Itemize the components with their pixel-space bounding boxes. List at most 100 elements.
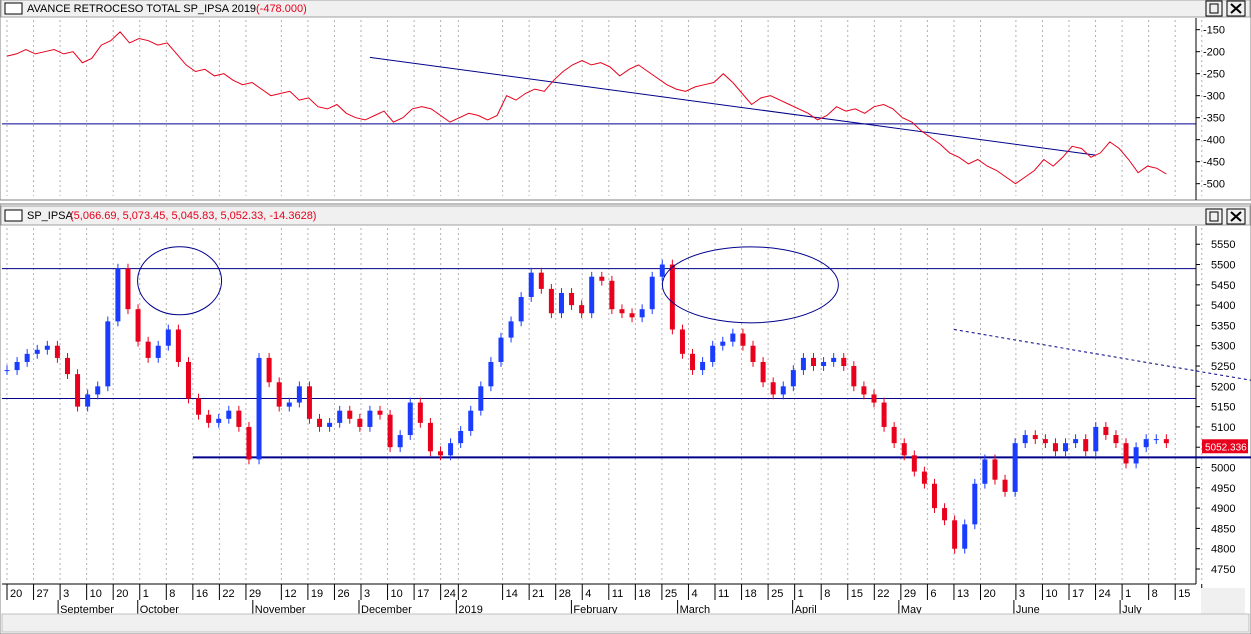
candle-body — [64, 357, 70, 375]
candle-body — [962, 524, 968, 549]
candle-body — [1042, 439, 1048, 444]
y-tick-label: 5300 — [1211, 341, 1235, 353]
candle-body — [1012, 443, 1018, 492]
candle-body — [196, 398, 202, 415]
x-tick-label: 28 — [559, 588, 571, 600]
x-tick-label: 19 — [311, 588, 323, 600]
candle-body — [1022, 435, 1028, 444]
x-tick-label: 22 — [877, 588, 889, 600]
candle-body — [669, 264, 675, 330]
top-panel-maximize-button[interactable] — [1205, 0, 1223, 17]
oscillator-plot: -150 -200 -250 -300 -350 -400 -450 -500 — [2, 20, 1225, 196]
candle-body — [1123, 443, 1129, 464]
x-tick-label: 29 — [249, 588, 261, 600]
month-label: March — [680, 604, 711, 616]
candle-body — [730, 333, 736, 342]
y-tick-label: 4750 — [1211, 564, 1235, 576]
y-tick-label: -200 — [1203, 47, 1225, 59]
month-label: July — [1122, 604, 1142, 616]
candle-body — [1143, 439, 1149, 448]
last-price-marker — [1202, 439, 1248, 454]
x-tick-label: 15 — [851, 588, 863, 600]
x-tick-label: 2 — [461, 588, 467, 600]
month-label: February — [573, 604, 618, 616]
main-panel-maximize-button[interactable] — [1205, 208, 1223, 225]
candle-body — [145, 341, 151, 358]
main-panel-close-button[interactable] — [1226, 208, 1246, 225]
top-panel-icon — [4, 2, 23, 15]
x-tick-label: 24 — [444, 588, 456, 600]
candle-body — [609, 280, 615, 310]
candle-body — [175, 329, 181, 362]
x-tick-label: 1 — [1125, 588, 1131, 600]
x-tick-label: 4 — [585, 588, 591, 600]
y-tick-label: 5200 — [1211, 381, 1235, 393]
candle-body — [579, 305, 585, 314]
candle-body — [135, 309, 141, 342]
x-tick-label: 18 — [638, 588, 650, 600]
candle-body — [236, 410, 242, 427]
candle-body — [861, 386, 867, 395]
candle-body — [437, 451, 443, 456]
candle-body — [599, 276, 605, 281]
candle-body — [246, 426, 252, 460]
candle-body — [266, 357, 272, 383]
candle-body — [871, 394, 877, 403]
candle-body — [1093, 426, 1099, 452]
x-tick-label: 24 — [1099, 588, 1111, 600]
x-tick-label: 8 — [169, 588, 175, 600]
candle-body — [458, 430, 464, 444]
candle-body — [518, 297, 524, 322]
horizontal-scrollbar[interactable] — [1, 613, 1250, 633]
highlight-ellipse — [661, 246, 839, 324]
candle-body — [589, 276, 595, 314]
candle-body — [1002, 479, 1008, 492]
y-tick-label: -400 — [1203, 135, 1225, 147]
x-tick-label: 25 — [771, 588, 783, 600]
candle-body — [155, 345, 161, 358]
y-tick-label: 5250 — [1211, 361, 1235, 373]
y-tick-label: -300 — [1203, 91, 1225, 103]
candle-body — [972, 483, 978, 525]
x-tick-label: 3 — [63, 588, 69, 600]
candle-body — [34, 349, 40, 354]
candle-body — [1133, 447, 1139, 464]
candle-body — [911, 455, 917, 472]
candle-body — [1063, 443, 1069, 452]
x-tick-label: 12 — [284, 588, 296, 600]
candle-body — [569, 292, 575, 306]
candle-body — [921, 471, 927, 484]
top-panel-value: (-478.000) — [256, 3, 307, 15]
candle-body — [800, 357, 806, 371]
candle-body — [881, 402, 887, 427]
top-panel-close-button[interactable] — [1226, 0, 1246, 17]
y-tick-label: 4950 — [1211, 483, 1235, 495]
candle-body — [44, 345, 50, 350]
candle-body — [296, 386, 302, 403]
candle-body — [165, 329, 171, 346]
advance-decline-line — [6, 31, 1167, 185]
trend-line — [369, 56, 1096, 156]
x-tick-label: 29 — [904, 588, 916, 600]
y-tick-label: 5450 — [1211, 280, 1235, 292]
candle-body — [720, 341, 726, 346]
main-panel-ohlc: (5,066.69, 5,073.45, 5,045.83, 5,052.33,… — [70, 210, 316, 222]
candle-body — [347, 410, 353, 419]
y-tick-label: 4800 — [1211, 544, 1235, 556]
time-axis: 20 27 3 10 20 1 8 16 22 29 12 19 26 3 10 17 24 2 14 21 28 4 11… — [6, 584, 1217, 616]
candle-body — [125, 268, 131, 310]
candle-body — [1052, 443, 1058, 452]
main-panel-titlebar — [0, 205, 1251, 226]
candle-body — [407, 402, 413, 436]
top-panel-title: AVANCE RETROCESO TOTAL SP_IPSA 2019 — [27, 3, 256, 15]
candle-body — [488, 361, 494, 387]
x-tick-label: 14 — [506, 588, 518, 600]
x-tick-label: 13 — [957, 588, 969, 600]
candle-body — [468, 410, 474, 431]
month-label: April — [795, 604, 817, 616]
x-tick-label: 3 — [1019, 588, 1025, 600]
month-label: June — [1016, 604, 1040, 616]
candle-body — [952, 520, 958, 549]
y-tick-label: -450 — [1203, 157, 1225, 169]
